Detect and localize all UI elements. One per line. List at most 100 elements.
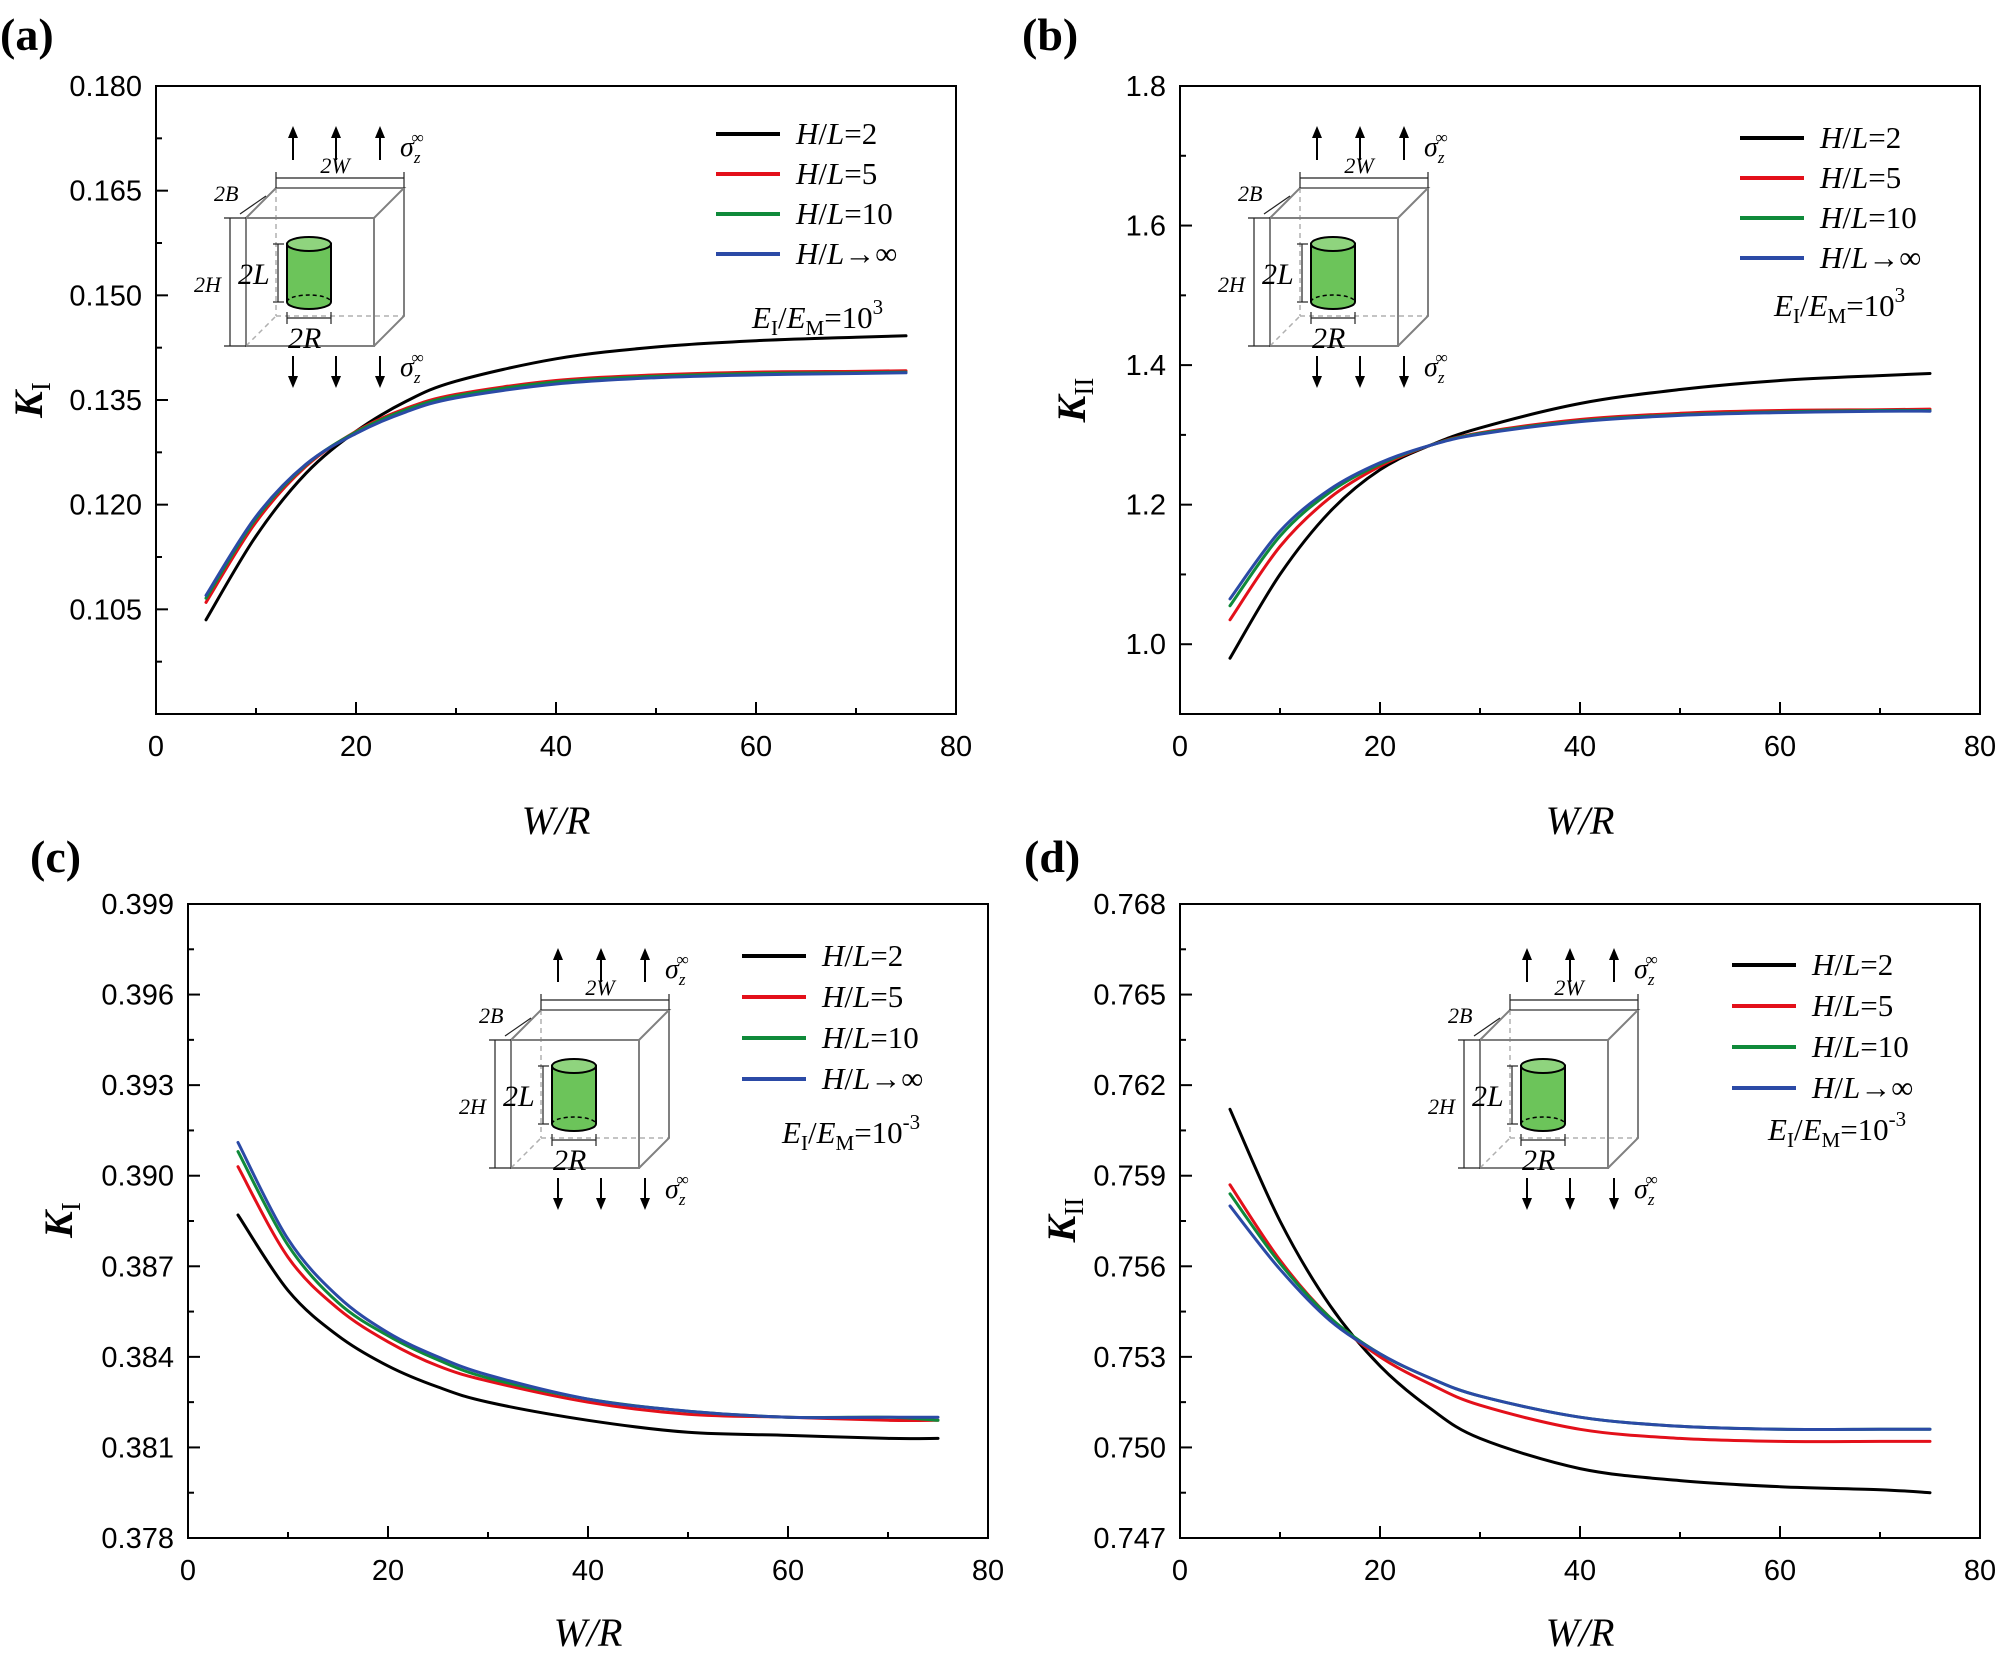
x-tick-label: 80 bbox=[940, 731, 972, 763]
depth-label: 2B bbox=[479, 1003, 503, 1028]
modulus-ratio-label: EI/EM=103 bbox=[1773, 283, 1905, 328]
y-tick-label: 0.120 bbox=[69, 490, 142, 522]
x-tick-label: 60 bbox=[1764, 1555, 1796, 1587]
arrow-head-icon bbox=[1312, 126, 1322, 138]
depth-dimension-line bbox=[1473, 1017, 1501, 1037]
geometry-inset: σz∞ σz∞ 2W 2B 2H 2L 2R bbox=[459, 948, 689, 1210]
arrow-head-icon bbox=[553, 948, 563, 960]
x-tick-label: 80 bbox=[1964, 1555, 1996, 1587]
arrow-head-icon bbox=[1609, 1198, 1619, 1210]
series-line-4 bbox=[1228, 1204, 1932, 1432]
legend: H/L=2 H/L=5 H/L=10 H/L→∞ bbox=[1732, 947, 1913, 1105]
x-tick-label: 20 bbox=[372, 1555, 404, 1587]
depth-dimension-line bbox=[504, 1017, 532, 1037]
arrow-head-icon bbox=[640, 1198, 650, 1210]
cylinder-inclusion bbox=[1520, 1065, 1566, 1132]
cylinder-hidden-edge bbox=[286, 294, 332, 303]
cylinder-top bbox=[551, 1058, 597, 1074]
legend-label-1: H/L=2 bbox=[1811, 947, 1893, 982]
arrow-head-icon bbox=[596, 948, 606, 960]
series-line-1 bbox=[1228, 372, 1932, 660]
panel-a: (a) 0 20 40 60 80 0.105 0.120 0.135 0.150 0.165 0.1… bbox=[0, 9, 972, 843]
box-front-face bbox=[1269, 217, 1399, 347]
length-label: 2L bbox=[1262, 258, 1294, 291]
panel-d: (d) 0 20 40 60 80 0.747 0.750 0.753 0.756 0.759 0.7… bbox=[1024, 831, 1996, 1655]
cylinder-inclusion bbox=[1310, 243, 1356, 310]
box-side-face bbox=[373, 188, 405, 347]
y-tick-label: 0.747 bbox=[1093, 1523, 1166, 1555]
box-front-face bbox=[510, 1039, 640, 1169]
box-front-face bbox=[245, 217, 375, 347]
arrow-head-icon bbox=[1609, 948, 1619, 960]
y-axis-label: KI bbox=[36, 1202, 86, 1239]
arrow-head-icon bbox=[1565, 1198, 1575, 1210]
depth-dimension-line bbox=[1263, 195, 1291, 215]
x-tick-label: 80 bbox=[972, 1555, 1004, 1587]
arrow-head-icon bbox=[1399, 126, 1409, 138]
box-hidden-edge bbox=[1479, 1137, 1511, 1169]
cylinder-inclusion bbox=[286, 243, 332, 310]
modulus-ratio-label: EI/EM=10-3 bbox=[1767, 1107, 1906, 1152]
y-tick-label: 0.762 bbox=[1093, 1070, 1166, 1102]
x-axis-label: W/R bbox=[522, 798, 591, 843]
x-axis-label: W/R bbox=[554, 1610, 623, 1655]
panel-b: (b)0 20 40 60 801.01.21.41.61.8W/RKIIH/L=2H/… bbox=[1022, 9, 1996, 843]
x-tick-label: 0 bbox=[1172, 731, 1188, 763]
arrow-head-icon bbox=[1522, 948, 1532, 960]
y-tick-label: 0.387 bbox=[101, 1251, 174, 1283]
legend-label-4: H/L→∞ bbox=[821, 1061, 923, 1096]
sigma-z-label: σz∞ bbox=[1634, 950, 1658, 989]
legend-label-3: H/L=10 bbox=[795, 196, 893, 231]
sigma-z-label: σz∞ bbox=[1634, 1170, 1658, 1209]
y-axis-label: KII bbox=[1039, 1198, 1089, 1244]
series-line-2 bbox=[236, 1165, 940, 1423]
series-line-1 bbox=[1228, 1107, 1932, 1495]
y-tick-label: 0.768 bbox=[1093, 889, 1166, 921]
legend-label-1: H/L=2 bbox=[821, 938, 903, 973]
length-label: 2L bbox=[238, 258, 270, 291]
sigma-z-label: σz∞ bbox=[665, 1170, 689, 1209]
arrow-head-icon bbox=[640, 948, 650, 960]
legend: H/L=2 H/L=5 H/L=10 H/L→∞ bbox=[716, 116, 897, 271]
box-front-face bbox=[1479, 1039, 1609, 1169]
arrow-head-icon bbox=[1522, 1198, 1532, 1210]
arrow-head-icon bbox=[1355, 376, 1365, 388]
sigma-z-label: σz∞ bbox=[665, 950, 689, 989]
y-tick-label: 0.165 bbox=[69, 176, 142, 208]
legend-label-1: H/L=2 bbox=[1819, 120, 1901, 155]
arrow-head-icon bbox=[596, 1198, 606, 1210]
arrow-head-icon bbox=[331, 376, 341, 388]
series-line-1 bbox=[204, 334, 908, 622]
x-tick-label: 60 bbox=[772, 1555, 804, 1587]
panel-label: (b) bbox=[1022, 9, 1078, 60]
radius-label: 2R bbox=[288, 322, 321, 355]
modulus-ratio-label: EI/EM=10-3 bbox=[781, 1110, 920, 1155]
x-tick-label: 40 bbox=[1564, 1555, 1596, 1587]
sigma-z-label: σz∞ bbox=[400, 128, 424, 167]
sigma-z-label: σz∞ bbox=[1424, 348, 1448, 387]
legend: H/L=2 H/L=5 H/L=10 H/L→∞ bbox=[1740, 120, 1921, 275]
x-tick-label: 0 bbox=[1172, 1555, 1188, 1587]
y-axis-label: KI bbox=[6, 382, 56, 419]
height-label: 2H bbox=[459, 1094, 487, 1119]
x-tick-label: 20 bbox=[1364, 731, 1396, 763]
width-label: 2W bbox=[320, 153, 351, 178]
y-tick-label: 1.6 bbox=[1126, 211, 1166, 243]
arrow-head-icon bbox=[1312, 376, 1322, 388]
y-tick-label: 1.8 bbox=[1126, 71, 1166, 103]
modulus-ratio-label: EI/EM=103 bbox=[751, 295, 883, 340]
series-line-2 bbox=[204, 369, 908, 604]
x-tick-label: 0 bbox=[180, 1555, 196, 1587]
box-hidden-edge bbox=[245, 315, 277, 347]
legend-label-1: H/L=2 bbox=[795, 116, 877, 151]
box-side-face bbox=[638, 1010, 670, 1169]
panel-label: (c) bbox=[30, 831, 81, 882]
x-tick-label: 40 bbox=[1564, 731, 1596, 763]
x-tick-label: 0 bbox=[148, 731, 164, 763]
x-axis-label: W/R bbox=[1546, 798, 1615, 843]
x-tick-label: 40 bbox=[540, 731, 572, 763]
box-top-face bbox=[245, 187, 407, 219]
height-label: 2H bbox=[1218, 272, 1246, 297]
box-top-face bbox=[1479, 1009, 1641, 1041]
